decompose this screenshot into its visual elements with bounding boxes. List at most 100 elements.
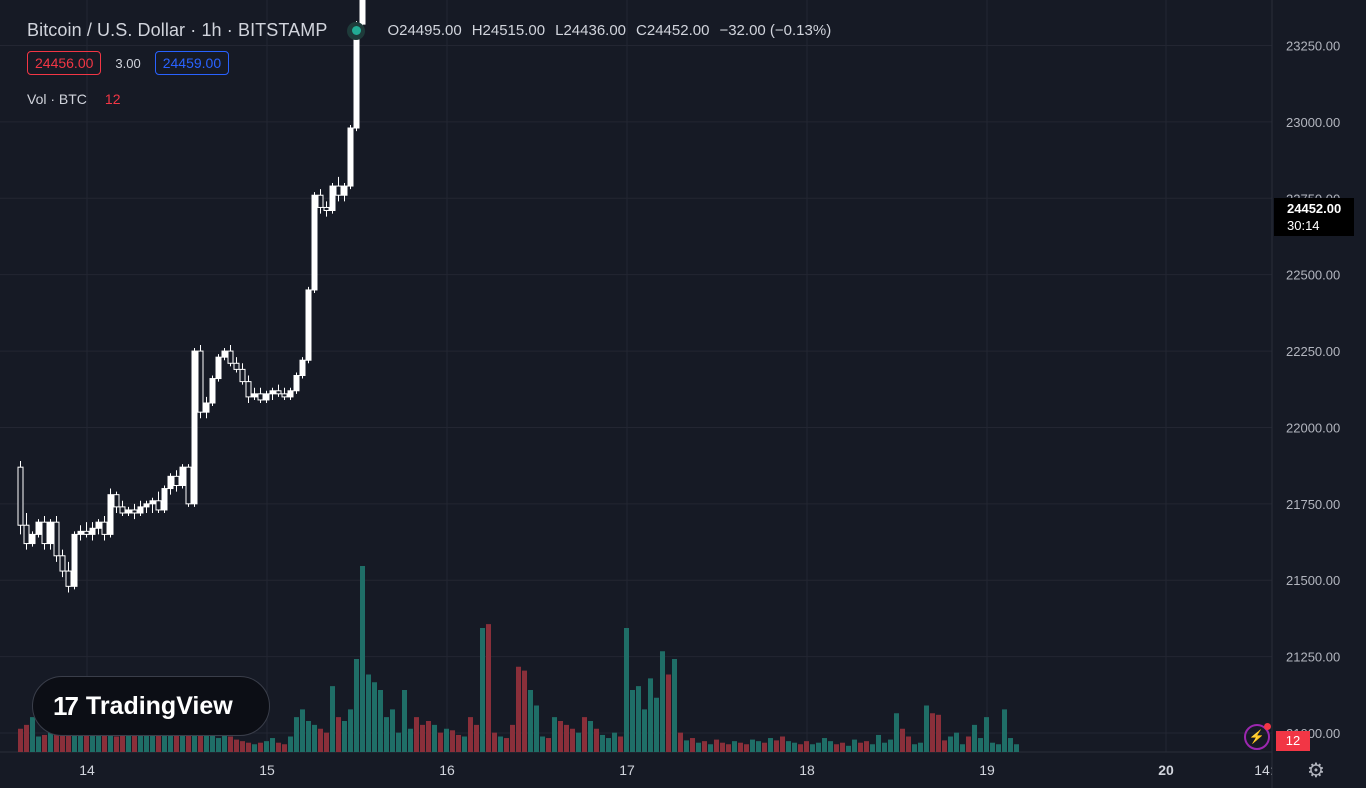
- volume-bar: [246, 742, 251, 752]
- change-value: −32.00 (−0.13%): [719, 22, 832, 39]
- volume-bar: [384, 717, 389, 752]
- ohlc-values: O24495.00 H24515.00 L24436.00 C24452.00 …: [387, 22, 831, 39]
- candle-body: [269, 390, 276, 395]
- volume-bar: [1008, 738, 1013, 752]
- volume-bar: [846, 745, 851, 752]
- candle-body: [251, 393, 258, 398]
- volume-bar: [456, 734, 461, 752]
- candle-body: [113, 494, 120, 508]
- volume-bar: [102, 731, 107, 752]
- volume-bar: [234, 739, 239, 752]
- volume-bar: [396, 732, 401, 752]
- volume-bar: [150, 728, 155, 752]
- volume-bar: [798, 744, 803, 752]
- bar-countdown: 30:14: [1287, 218, 1320, 233]
- volume-bar: [414, 717, 419, 752]
- volume-bar: [108, 733, 113, 752]
- volume-bar: [216, 738, 221, 752]
- volume-bar: [564, 724, 569, 752]
- candle-body: [317, 194, 324, 208]
- volume-bar: [852, 739, 857, 752]
- lightning-icon[interactable]: ⚡: [1244, 723, 1271, 750]
- volume-bar: [330, 686, 335, 752]
- close-value: 24452.00: [646, 22, 710, 39]
- candle-body: [35, 521, 42, 535]
- volume-bar: [708, 744, 713, 752]
- open-value: 24495.00: [399, 22, 462, 39]
- volume-bar: [762, 742, 767, 752]
- candle-body: [341, 185, 348, 196]
- candle-body: [233, 362, 240, 370]
- volume-bar: [612, 732, 617, 752]
- volume-bar: [894, 713, 899, 752]
- gear-icon[interactable]: ⚙: [1307, 760, 1325, 782]
- volume-bar: [420, 724, 425, 752]
- volume-bar: [720, 742, 725, 752]
- volume-bar: [900, 728, 905, 752]
- volume-bar: [60, 732, 65, 752]
- candle-body: [335, 185, 342, 196]
- volume-bar: [930, 713, 935, 752]
- volume-bar: [138, 733, 143, 752]
- volume-bar: [654, 697, 659, 752]
- candle-body: [77, 530, 84, 535]
- volume-bar: [600, 734, 605, 752]
- volume-bar: [18, 728, 23, 752]
- candle-body: [149, 500, 156, 505]
- volume-bar: [996, 744, 1001, 752]
- volume-bar: [732, 741, 737, 752]
- volume-bar: [546, 738, 551, 752]
- volume-bar: [264, 741, 269, 752]
- volume-bar: [486, 624, 491, 752]
- sell-button[interactable]: 24456.00: [27, 51, 102, 75]
- volume-bar: [240, 741, 245, 752]
- volume-bar: [378, 690, 383, 752]
- y-axis-label: 22500.00: [1286, 268, 1340, 283]
- volume-bar: [444, 728, 449, 752]
- volume-bar: [882, 742, 887, 752]
- volume-bar: [498, 736, 503, 752]
- volume-bar: [810, 744, 815, 752]
- volume-bar: [876, 734, 881, 752]
- candle-body: [71, 533, 78, 587]
- symbol-title[interactable]: Bitcoin / U.S. Dollar · 1h · BITSTAMP: [27, 20, 328, 40]
- tradingview-mark-icon: 17: [53, 690, 79, 721]
- volume-bar: [348, 709, 353, 752]
- candle-body: [203, 402, 210, 413]
- volume-bar: [468, 717, 473, 752]
- volume-bar: [558, 721, 563, 752]
- volume-bar: [168, 721, 173, 752]
- volume-bar: [636, 686, 641, 752]
- candle-body: [161, 488, 168, 511]
- volume-bar: [672, 659, 677, 752]
- y-axis-label: 21250.00: [1286, 650, 1340, 665]
- volume-bar: [510, 724, 515, 752]
- volume-bar: [528, 690, 533, 752]
- buy-button[interactable]: 24459.00: [154, 51, 230, 75]
- candle-body: [329, 185, 336, 212]
- volume-bar: [948, 736, 953, 752]
- volume-bar: [822, 738, 827, 752]
- x-axis-label: 19: [979, 762, 995, 778]
- volume-bar: [1014, 744, 1019, 752]
- tradingview-logo[interactable]: 17 TradingView: [32, 676, 270, 736]
- volume-bar: [300, 709, 305, 752]
- volume-bar: [666, 674, 671, 752]
- volume-bar: [84, 734, 89, 752]
- volume-bar: [924, 705, 929, 752]
- x-axis-label: 14:: [1254, 762, 1273, 778]
- volume-bar: [624, 628, 629, 752]
- volume-bar: [144, 731, 149, 752]
- volume-bar: [942, 740, 947, 752]
- candle-body: [215, 356, 222, 380]
- volume-bar: [90, 730, 95, 752]
- candle-body: [155, 500, 162, 511]
- candle-body: [293, 375, 300, 392]
- volume-legend[interactable]: Vol · BTC 12: [27, 91, 120, 107]
- volume-bar: [606, 738, 611, 752]
- volume-bar: [792, 742, 797, 752]
- y-axis-label: 23250.00: [1286, 39, 1340, 54]
- candle-body: [119, 506, 126, 514]
- market-open-status-icon: [347, 21, 366, 40]
